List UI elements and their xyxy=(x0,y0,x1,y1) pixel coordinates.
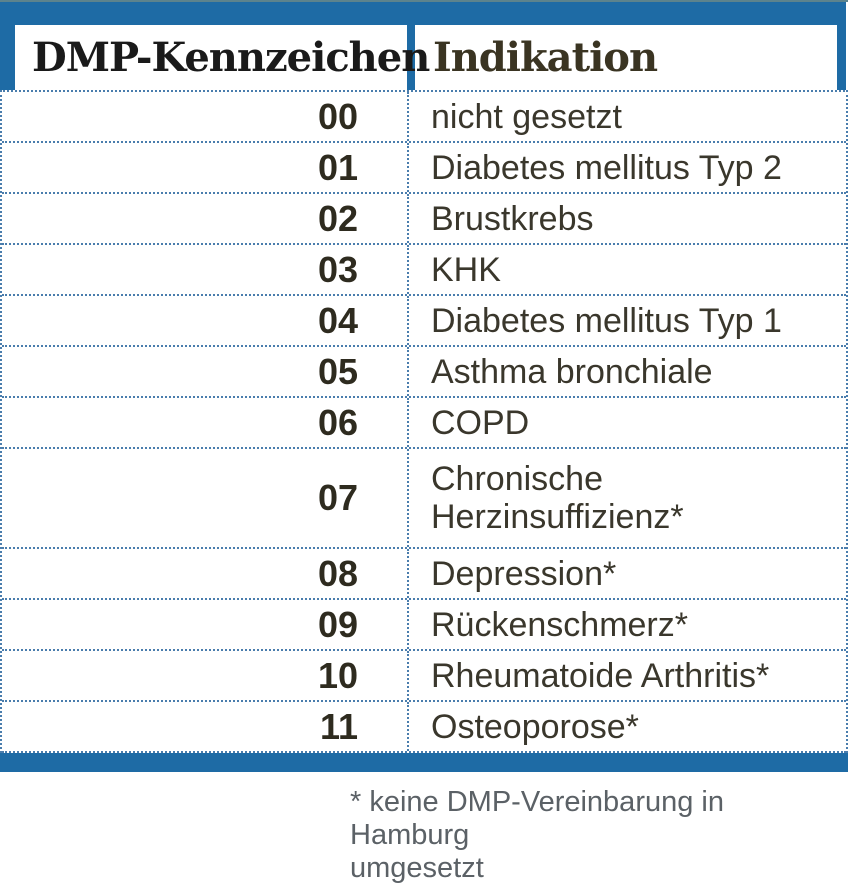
table-row: 11 Osteoporose* xyxy=(2,702,846,753)
header-column-divider xyxy=(407,2,415,90)
code-cell: 10 xyxy=(2,651,409,700)
indication-cell: KHK xyxy=(431,250,501,289)
column-header-kennzeichen: DMP-Kennzeichen xyxy=(32,34,430,81)
code-cell: 11 xyxy=(2,702,409,751)
code-cell: 03 xyxy=(2,245,409,294)
footnote: * keine DMP-Vereinbarung in Hamburg umge… xyxy=(350,786,848,885)
table-header: DMP-Kennzeichen Indikation xyxy=(0,2,848,90)
table-row: 01 Diabetes mellitus Typ 2 xyxy=(2,143,846,194)
table-row: 04 Diabetes mellitus Typ 1 xyxy=(2,296,846,347)
indication-cell: Rheumatoide Arthritis* xyxy=(431,656,770,695)
indication-cell: Diabetes mellitus Typ 2 xyxy=(431,148,782,187)
table-body: 00 nicht gesetzt 01 Diabetes mellitus Ty… xyxy=(0,90,848,753)
header-top-band xyxy=(0,2,846,25)
indication-cell: nicht gesetzt xyxy=(431,97,622,136)
table-bottom-band xyxy=(0,753,848,772)
code-cell: 08 xyxy=(2,549,409,598)
code-cell: 04 xyxy=(2,296,409,345)
header-left-accent-bar xyxy=(0,2,15,90)
header-right-accent-bar xyxy=(837,23,846,90)
indication-cell: Asthma bronchiale xyxy=(431,352,713,391)
footnote-line-1: * keine DMP-Vereinbarung in Hamburg xyxy=(350,786,724,851)
top-hairline xyxy=(0,0,848,2)
indication-cell: COPD xyxy=(431,403,530,442)
table-row: 05 Asthma bronchiale xyxy=(2,347,846,398)
table-row: 07 Chronische Herzinsuffizienz* xyxy=(2,449,846,549)
table-row: 03 KHK xyxy=(2,245,846,296)
indication-cell: Rückenschmerz* xyxy=(431,605,688,644)
table-row: 02 Brustkrebs xyxy=(2,194,846,245)
footnote-line-2: umgesetzt xyxy=(350,852,484,884)
indication-cell: Diabetes mellitus Typ 1 xyxy=(431,301,782,340)
table-row: 06 COPD xyxy=(2,398,846,449)
indication-cell: Depression* xyxy=(431,554,617,593)
table-row: 10 Rheumatoide Arthritis* xyxy=(2,651,846,702)
table-row: 00 nicht gesetzt xyxy=(2,92,846,143)
indication-cell: Osteoporose* xyxy=(431,707,639,746)
indication-cell: Chronische Herzinsuffizienz* xyxy=(431,460,684,536)
code-cell: 05 xyxy=(2,347,409,396)
code-cell: 02 xyxy=(2,194,409,243)
table-row: 09 Rückenschmerz* xyxy=(2,600,846,651)
code-cell: 07 xyxy=(2,449,409,547)
indication-cell: Brustkrebs xyxy=(431,199,594,238)
code-cell: 09 xyxy=(2,600,409,649)
table-row: 08 Depression* xyxy=(2,549,846,600)
code-cell: 01 xyxy=(2,143,409,192)
code-cell: 00 xyxy=(2,92,409,141)
code-cell: 06 xyxy=(2,398,409,447)
column-header-indikation: Indikation xyxy=(433,34,658,81)
